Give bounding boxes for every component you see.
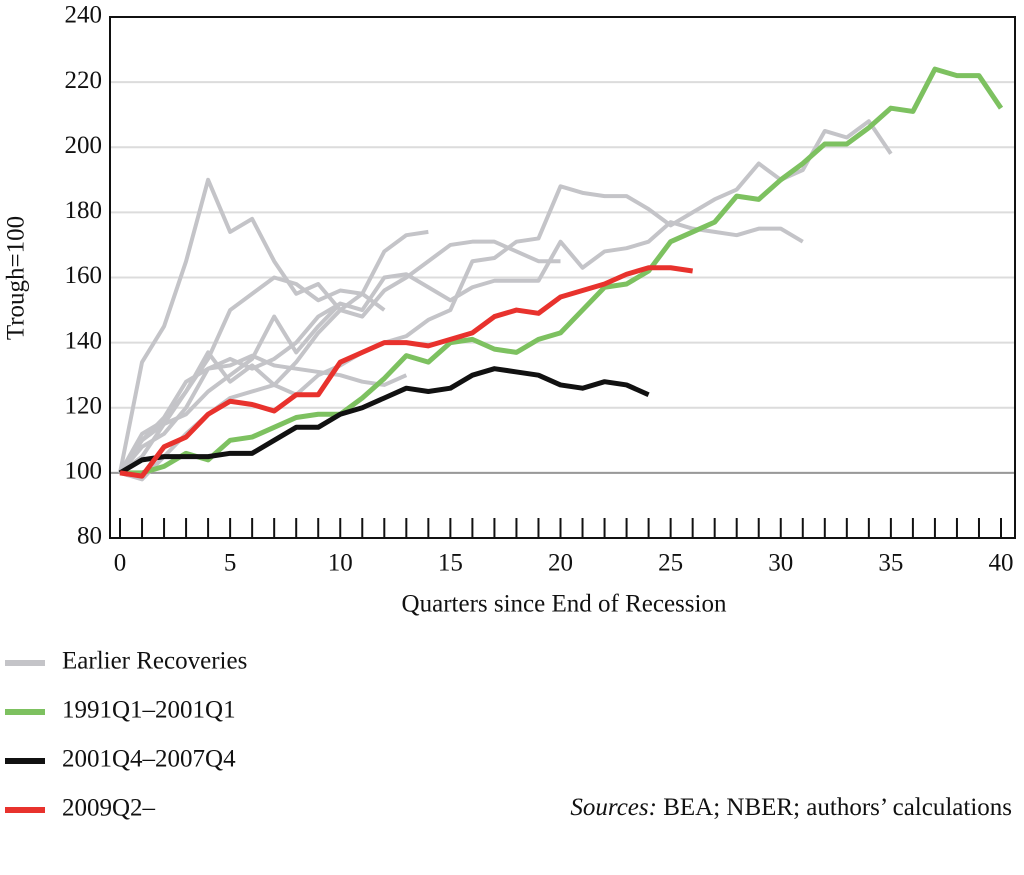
y-tick-label: 220 — [65, 67, 103, 94]
x-tick-label: 30 — [768, 550, 793, 577]
legend-label: 2001Q4–2007Q4 — [62, 746, 236, 773]
earlier-line — [118, 301, 342, 474]
plot-frame — [109, 16, 1016, 539]
x-tick-label: 20 — [548, 550, 573, 577]
x-tick-label: 35 — [878, 550, 903, 577]
legend-label: Earlier Recoveries — [62, 648, 247, 675]
legend-label: 1991Q1–2001Q1 — [62, 697, 236, 724]
sources: Sources: BEA; NBER; authors’ calculation… — [570, 794, 1012, 821]
x-tick-label: 15 — [438, 550, 463, 577]
y-tick-label: 240 — [65, 2, 103, 29]
y-tick-label: 180 — [65, 197, 103, 224]
earlier-line — [118, 353, 408, 475]
x-tick-label: 10 — [328, 550, 353, 577]
earlier-line — [119, 119, 893, 482]
earlier-line — [118, 177, 429, 474]
series-line — [120, 66, 1004, 476]
y-tick-label: 100 — [65, 458, 103, 485]
y-axis-label: Trough=100 — [3, 216, 30, 340]
y-tick-label: 80 — [77, 523, 102, 550]
sources-label: Sources: — [570, 794, 657, 821]
y-tick-label: 140 — [65, 327, 103, 354]
y-tick-label: 200 — [65, 132, 103, 159]
series-line — [119, 265, 694, 479]
x-tick-label: 5 — [224, 550, 237, 577]
legend-label: 2009Q2– — [62, 795, 156, 822]
y-tick-label: 120 — [65, 392, 103, 419]
x-tick-label: 25 — [658, 550, 683, 577]
sources-text: BEA; NBER; authors’ calculations — [663, 794, 1012, 821]
earlier-line — [118, 275, 386, 474]
earlier-line — [118, 220, 804, 474]
x-axis-label: Quarters since End of Recession — [402, 591, 727, 618]
y-tick-label: 160 — [65, 262, 103, 289]
x-tick-label: 0 — [114, 550, 127, 577]
series-line — [118, 366, 650, 476]
x-tick-label: 40 — [989, 550, 1014, 577]
